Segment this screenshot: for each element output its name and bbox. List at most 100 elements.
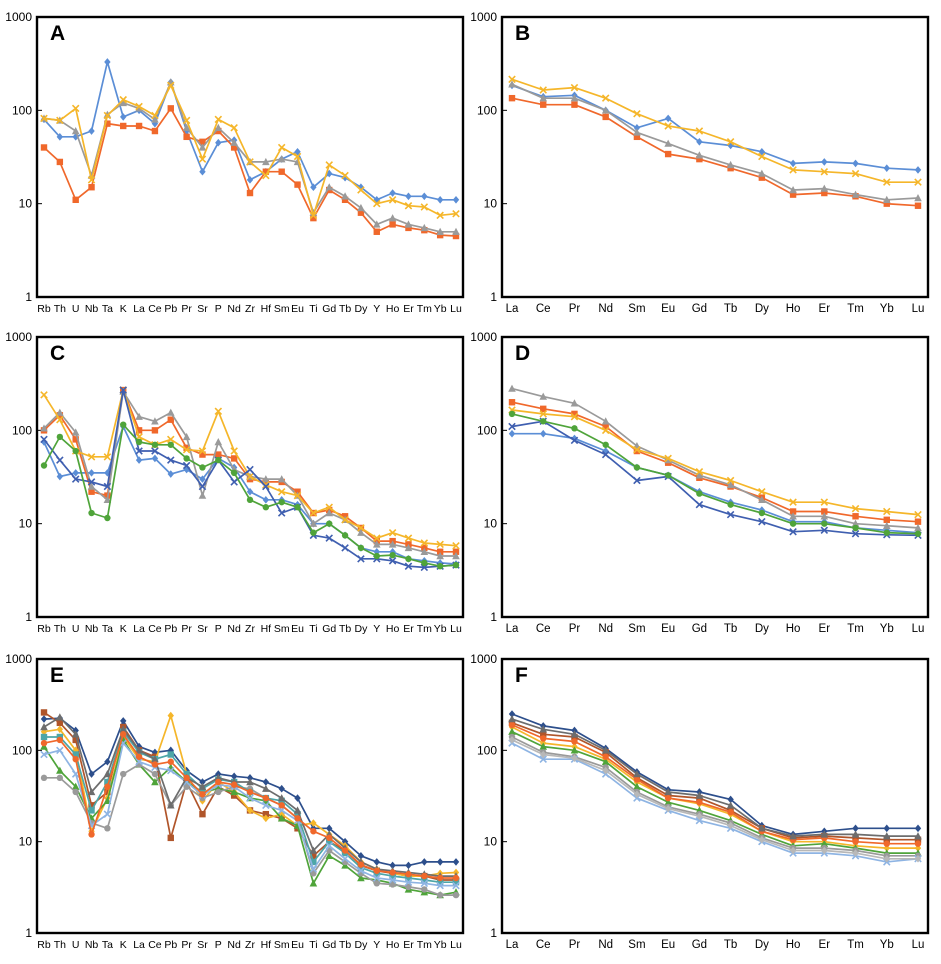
data-point	[199, 464, 206, 471]
x-tick-label: Dy	[355, 623, 369, 635]
data-point	[452, 552, 460, 560]
data-point	[373, 867, 380, 874]
data-point	[851, 190, 860, 198]
data-point	[540, 735, 547, 742]
data-point	[103, 110, 112, 118]
data-point	[633, 445, 641, 454]
data-point	[852, 524, 859, 532]
data-point	[758, 835, 766, 844]
data-point	[758, 509, 766, 517]
x-tick-label: Sr	[197, 303, 208, 315]
series-sample-3	[508, 80, 922, 204]
data-point	[230, 469, 238, 477]
data-point	[388, 557, 397, 565]
series-sample-6	[508, 410, 922, 537]
panel-label: D	[515, 342, 530, 365]
x-tick-label: Gd	[322, 623, 336, 635]
data-point	[508, 422, 516, 431]
x-tick-label: Ta	[102, 623, 113, 635]
data-point	[262, 801, 270, 810]
data-point	[183, 133, 190, 141]
data-point	[277, 806, 286, 815]
data-point	[452, 858, 460, 866]
data-point	[571, 410, 578, 418]
x-tick-label: La	[506, 939, 519, 951]
data-point	[56, 472, 64, 481]
data-point	[357, 544, 365, 552]
data-point	[373, 858, 380, 866]
x-tick-label: Hf	[261, 939, 272, 951]
data-point	[167, 416, 174, 423]
panel-label: B	[515, 22, 530, 45]
data-point	[246, 778, 254, 786]
data-point	[87, 478, 96, 486]
data-point	[325, 534, 333, 542]
data-point	[851, 529, 860, 538]
y-tick-label: 10	[19, 517, 33, 531]
data-point	[570, 436, 579, 445]
data-point	[851, 504, 860, 513]
y-tick-label: 1	[490, 926, 497, 940]
panel-b: 1 10 100 1000 La Ce Pr Nd Sm Eu Gd Tb Dy Ho Er Tm Yb Lu B	[470, 10, 930, 315]
x-tick-label: Ti	[309, 303, 317, 315]
data-point	[56, 433, 64, 441]
data-point	[230, 478, 238, 486]
data-point	[633, 770, 641, 778]
x-tick-label: Th	[54, 939, 66, 951]
data-point	[821, 158, 828, 166]
data-point	[914, 523, 922, 532]
data-point	[389, 547, 396, 556]
x-tick-label: Ho	[786, 303, 801, 315]
data-point	[151, 427, 159, 434]
panel-label: C	[50, 342, 65, 365]
data-point	[198, 782, 207, 790]
data-point	[601, 450, 610, 459]
data-point	[820, 526, 829, 535]
data-point	[633, 464, 641, 471]
data-point	[570, 83, 579, 92]
x-tick-label: Gd	[692, 939, 707, 951]
data-point	[325, 503, 333, 511]
plot-frame	[500, 657, 930, 935]
data-point	[103, 482, 112, 491]
x-tick-label: P	[215, 939, 222, 951]
data-point	[246, 189, 254, 197]
x-tick-label: Zr	[245, 303, 255, 315]
x-tick-label: Dy	[355, 939, 369, 951]
data-point	[135, 746, 143, 754]
data-point	[883, 844, 890, 852]
series-line	[511, 726, 918, 849]
data-point	[508, 75, 516, 84]
x-tick-label: Dy	[755, 303, 769, 315]
data-point	[104, 783, 111, 790]
data-point	[199, 138, 206, 146]
x-tick-label: Gd	[322, 303, 336, 315]
data-point	[452, 891, 460, 899]
data-point	[40, 723, 48, 731]
data-point	[326, 834, 333, 842]
data-point	[436, 540, 444, 549]
data-point	[789, 527, 797, 536]
data-point	[633, 790, 641, 799]
x-tick-label: Pb	[164, 939, 177, 951]
data-point	[151, 454, 159, 463]
data-point	[325, 183, 334, 191]
data-point	[914, 510, 922, 519]
data-point	[883, 516, 890, 524]
data-point	[87, 176, 96, 184]
y-tick-label: 1000	[5, 330, 32, 344]
data-point	[88, 831, 95, 838]
data-point	[405, 874, 412, 882]
data-point	[309, 865, 318, 873]
data-point	[436, 563, 444, 570]
data-point	[294, 794, 301, 802]
x-tick-label: Er	[403, 623, 414, 635]
data-point	[914, 194, 922, 202]
data-point	[633, 447, 641, 455]
data-point	[508, 721, 516, 729]
data-point	[341, 196, 349, 204]
x-tick-label: Rb	[37, 939, 51, 951]
data-point	[277, 509, 286, 517]
x-tick-label: Er	[403, 939, 414, 951]
